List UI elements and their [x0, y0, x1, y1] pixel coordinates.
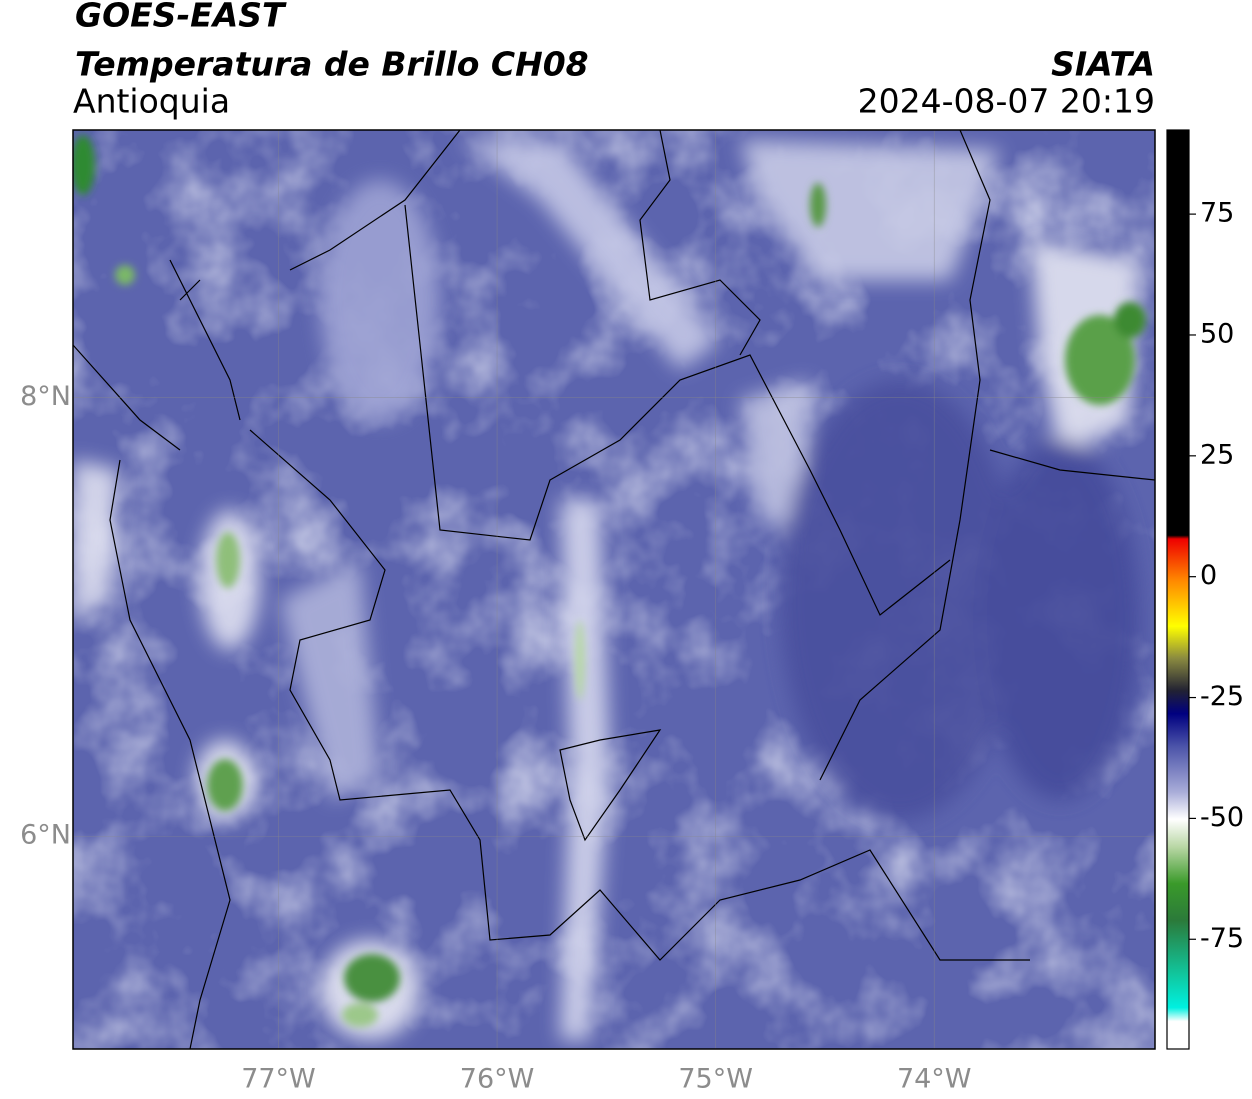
colorbar-tick-label: 0 [1200, 560, 1217, 591]
satellite-image [73, 130, 1155, 1049]
colorbar-tick-label: 25 [1200, 439, 1234, 470]
lon-tick-label: 77°W [241, 1064, 316, 1095]
lon-tick-label: 76°W [460, 1064, 535, 1095]
lat-tick-label: 8°N [20, 381, 71, 412]
colorbar [1166, 129, 1190, 1050]
lon-tick-label: 74°W [897, 1064, 972, 1095]
subtitle: Temperatura de Brillo CH08 [75, 45, 589, 84]
datetime: 2024-08-07 20:19 [858, 82, 1155, 121]
map-frame [72, 129, 1156, 1050]
colorbar-tick-label: -75 [1200, 923, 1244, 954]
lon-tick-label: 75°W [678, 1064, 753, 1095]
region: Antioquia [73, 82, 230, 121]
colorbar-tick-label: 50 [1200, 318, 1234, 349]
source: SIATA [1051, 45, 1155, 84]
colorbar-tick-label: -25 [1200, 681, 1244, 712]
lat-tick-label: 6°N [20, 820, 71, 851]
colorbar-tick-label: -50 [1200, 802, 1244, 833]
title: GOES-EAST [75, 0, 287, 35]
colorbar-tick-label: 75 [1200, 198, 1234, 229]
